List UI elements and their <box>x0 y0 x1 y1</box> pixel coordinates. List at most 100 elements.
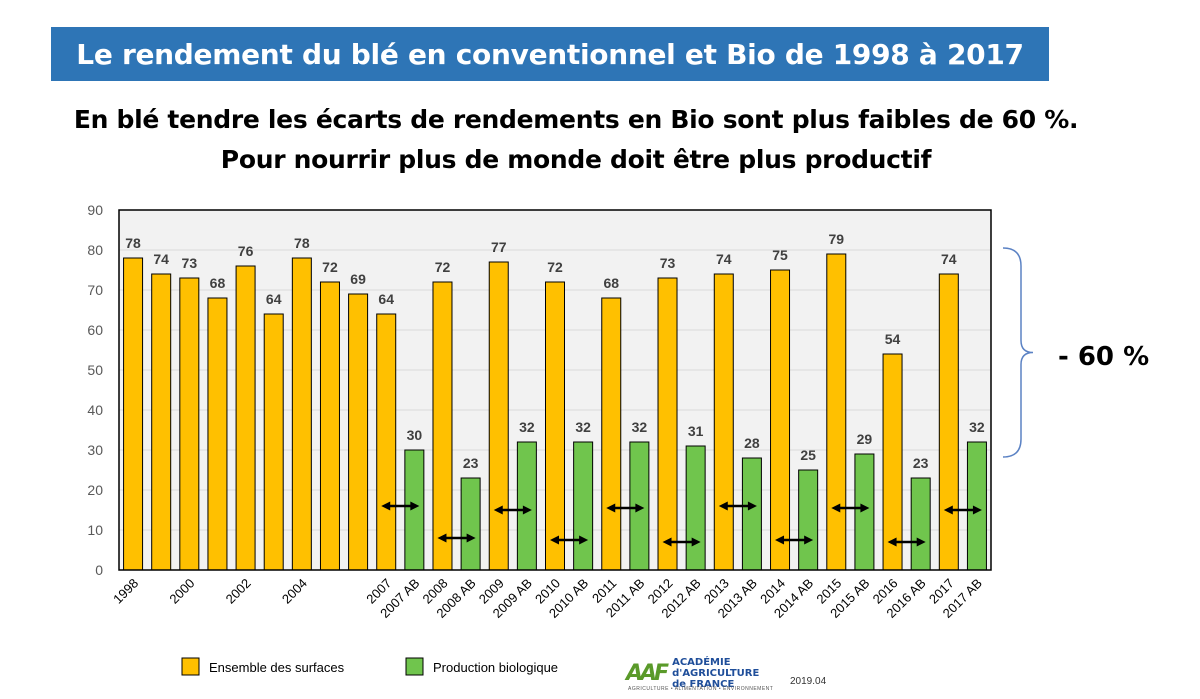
data-label: 72 <box>322 259 338 275</box>
gap-arrow-head-right <box>747 501 757 511</box>
gap-arrow-head-right <box>804 535 814 545</box>
gap-arrow-head-right <box>860 503 870 513</box>
bar <box>488 261 509 571</box>
gap-arrow-head-left <box>718 501 728 511</box>
bar <box>882 353 903 571</box>
logo-mark: AAF <box>626 661 669 686</box>
bar <box>573 441 594 571</box>
data-label: 23 <box>913 455 929 471</box>
data-label: 28 <box>744 435 760 451</box>
legend-swatch <box>181 657 200 676</box>
bar <box>319 281 340 571</box>
data-label: 73 <box>660 255 676 271</box>
gap-arrow-head-left <box>831 503 841 513</box>
gap-arrow-head-right <box>410 501 420 511</box>
bar <box>798 469 819 571</box>
logo-tagline: AGRICULTURE • ALIMENTATION • ENVIRONNEME… <box>628 686 774 692</box>
data-label: 78 <box>294 235 310 251</box>
bar <box>376 313 397 571</box>
gap-arrow-head-right <box>972 505 982 515</box>
bar <box>826 253 847 571</box>
data-label: 30 <box>407 427 423 443</box>
x-tick-label: 1998 <box>110 576 141 607</box>
data-label: 72 <box>435 259 451 275</box>
bar <box>713 273 734 571</box>
bar <box>123 257 144 571</box>
data-label: 76 <box>238 243 254 259</box>
bar <box>910 477 931 571</box>
bar <box>545 281 565 571</box>
data-label: 74 <box>941 251 957 267</box>
data-label: 32 <box>632 419 648 435</box>
bar <box>348 293 369 571</box>
x-tick-label: 2002 <box>223 576 254 607</box>
data-label: 54 <box>885 331 901 347</box>
subtitle-line-2: Pour nourrir plus de monde doit être plu… <box>220 145 932 173</box>
logo-line-3: de FRANCE <box>672 679 735 690</box>
gap-arrow-head-right <box>466 533 476 543</box>
data-label: 72 <box>547 259 563 275</box>
logo-line-1: ACADÉMIE <box>672 657 731 668</box>
gap-arrow-head-right <box>691 537 701 547</box>
data-label: 68 <box>603 275 619 291</box>
bar <box>460 477 481 571</box>
data-label: 64 <box>266 291 282 307</box>
date-label: 2019.04 <box>790 676 827 687</box>
title-banner: Le rendement du blé en conventionnel et … <box>51 27 1049 81</box>
x-tick-label: 2000 <box>166 576 197 607</box>
bar <box>854 453 875 571</box>
gap-arrow-head-right <box>522 505 532 515</box>
data-label: 32 <box>575 419 591 435</box>
bar <box>657 277 678 571</box>
gap-arrow-head-left <box>662 537 672 547</box>
gap-arrow-head-right <box>579 535 589 545</box>
data-label: 73 <box>182 255 198 271</box>
gap-arrow-head-left <box>381 501 391 511</box>
gap-arrow-head-right <box>916 537 926 547</box>
bar <box>770 269 791 571</box>
data-label: 23 <box>463 455 479 471</box>
bar <box>966 441 987 571</box>
data-label: 64 <box>378 291 394 307</box>
data-label: 78 <box>125 235 141 251</box>
data-label: 32 <box>969 419 985 435</box>
data-label: 25 <box>800 447 816 463</box>
bar <box>432 281 453 571</box>
legend-label: Ensemble des surfaces <box>209 660 345 675</box>
y-tick-label: 0 <box>95 562 103 578</box>
gap-arrow-head-left <box>775 535 785 545</box>
bar <box>179 277 200 571</box>
gap-arrow-head-left <box>550 535 559 545</box>
y-tick-label: 70 <box>87 282 103 298</box>
data-label: 69 <box>350 271 366 287</box>
gap-arrow-head-left <box>887 537 897 547</box>
gap-arrow-head-left <box>437 533 447 543</box>
data-label: 74 <box>153 251 169 267</box>
gap-arrow-head-left <box>493 505 503 515</box>
gap-arrow-head-left <box>943 505 953 515</box>
chart-title: Le rendement du blé en conventionnel et … <box>76 37 1024 71</box>
brace <box>1002 247 1034 458</box>
y-tick-label: 20 <box>87 482 103 498</box>
bar <box>741 457 762 571</box>
subtitle-line-1: En blé tendre les écarts de rendements e… <box>73 105 1079 134</box>
bar <box>404 449 425 571</box>
data-label: 32 <box>519 419 535 435</box>
data-label: 74 <box>716 251 732 267</box>
bar <box>235 265 256 571</box>
gap-annotation: - 60 % <box>1058 342 1149 372</box>
logo-line-2: d'AGRICULTURE <box>672 668 760 679</box>
y-tick-label: 90 <box>87 202 103 218</box>
bar <box>291 257 312 571</box>
plot-frame <box>118 209 992 571</box>
y-tick-label: 60 <box>87 322 103 338</box>
data-label: 75 <box>772 247 788 263</box>
y-tick-label: 10 <box>87 522 103 538</box>
data-label: 29 <box>857 431 873 447</box>
bar <box>207 297 228 571</box>
bar <box>601 297 622 571</box>
bar <box>685 445 706 571</box>
data-label: 68 <box>210 275 226 291</box>
legend-swatch <box>405 657 424 676</box>
